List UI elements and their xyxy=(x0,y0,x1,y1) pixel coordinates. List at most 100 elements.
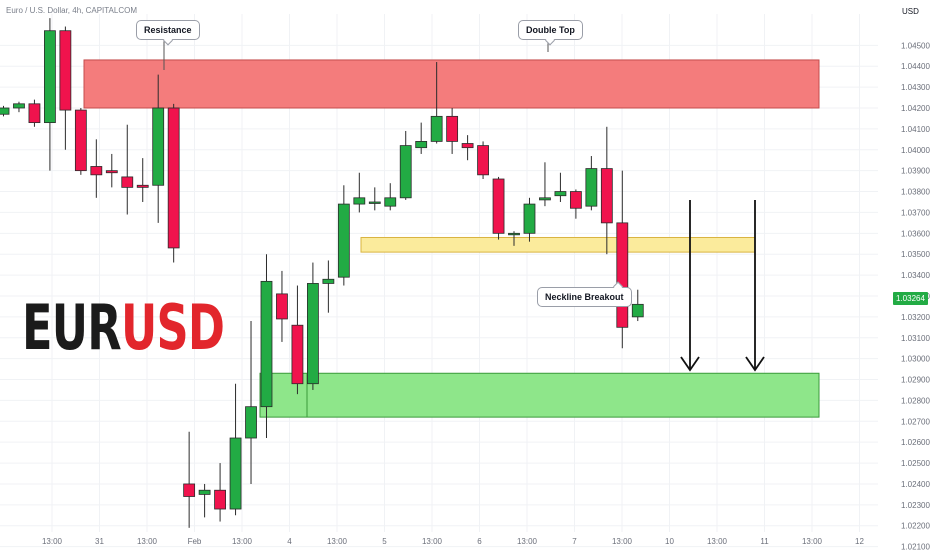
x-tick-label: 12 xyxy=(855,537,864,546)
target-zone xyxy=(259,372,820,418)
candle-up xyxy=(229,437,242,510)
neckline-breakout-callout: Neckline Breakout xyxy=(537,287,632,307)
y-tick-label: 1.04300 xyxy=(901,83,930,92)
candle-down xyxy=(105,170,118,174)
candle-up xyxy=(337,203,350,278)
candle-up xyxy=(260,280,273,408)
x-tick-label: 13:00 xyxy=(42,537,63,546)
candle-up xyxy=(322,278,335,284)
x-tick-label: 6 xyxy=(477,537,482,546)
x-tick-label: 13:00 xyxy=(707,537,728,546)
y-tick-label: 1.04200 xyxy=(901,104,930,113)
candle-up xyxy=(508,232,520,236)
candle-up xyxy=(198,489,211,495)
y-tick-label: 1.03700 xyxy=(901,208,930,217)
candle-up xyxy=(415,141,428,149)
candle-up xyxy=(399,145,412,199)
y-tick-label: 1.02100 xyxy=(901,543,930,550)
y-tick-label: 1.04400 xyxy=(901,62,930,71)
candle-down xyxy=(167,107,180,249)
y-tick-label: 1.02600 xyxy=(901,438,930,447)
candle-up xyxy=(430,115,443,142)
candle-down xyxy=(291,324,304,385)
double-top-callout: Double Top xyxy=(518,20,583,40)
target-arrow-head xyxy=(680,356,700,372)
y-tick-label: 1.03100 xyxy=(901,334,930,343)
candle-up xyxy=(384,197,397,207)
candle-down xyxy=(90,166,103,176)
candle-down xyxy=(600,168,613,224)
y-tick-label: 1.03600 xyxy=(901,229,930,238)
y-tick-label: 1.02900 xyxy=(901,376,930,385)
candle-down xyxy=(492,178,505,234)
candle-down xyxy=(446,115,459,142)
candle-up xyxy=(523,203,536,234)
candle-up xyxy=(152,107,165,186)
candle-up xyxy=(539,197,551,201)
x-tick-label: 11 xyxy=(760,537,769,546)
candle-down xyxy=(616,222,629,328)
y-tick-label: 1.03800 xyxy=(901,188,930,197)
candle-down xyxy=(477,145,489,176)
x-tick-label: 7 xyxy=(572,537,577,546)
x-tick-label: 5 xyxy=(382,537,387,546)
x-tick-label: 13:00 xyxy=(137,537,158,546)
x-tick-label: 13:00 xyxy=(327,537,348,546)
y-tick-label: 1.02400 xyxy=(901,480,930,489)
price-axis-currency: USD xyxy=(902,7,919,16)
y-tick-label: 1.03200 xyxy=(901,313,930,322)
candle-down xyxy=(276,293,288,320)
candle-up xyxy=(585,168,598,207)
y-tick-label: 1.02700 xyxy=(901,417,930,426)
x-tick-label: 13:00 xyxy=(612,537,633,546)
y-tick-label: 1.02800 xyxy=(901,396,930,405)
candle-up xyxy=(245,406,257,439)
last-price-tag: 1.03264 xyxy=(893,292,928,305)
candle-down xyxy=(59,30,72,111)
candle-up xyxy=(306,283,319,385)
y-tick-label: 1.03500 xyxy=(901,250,930,259)
x-tick-label: Feb xyxy=(188,537,202,546)
candle-down xyxy=(74,109,87,172)
x-tick-label: 13:00 xyxy=(802,537,823,546)
logo-quote-currency: USD xyxy=(120,291,225,364)
candle-down xyxy=(121,176,134,188)
candle-down xyxy=(214,489,226,510)
candle-up xyxy=(44,30,56,124)
y-tick-label: 1.02200 xyxy=(901,522,930,531)
y-tick-label: 1.03400 xyxy=(901,271,930,280)
x-tick-label: 31 xyxy=(95,537,104,546)
y-tick-label: 1.02300 xyxy=(901,501,930,510)
y-tick-label: 1.03900 xyxy=(901,167,930,176)
candle-up xyxy=(353,197,366,205)
x-tick-label: 13:00 xyxy=(517,537,538,546)
x-tick-label: 10 xyxy=(665,537,674,546)
symbol-title: Euro / U.S. Dollar, 4h, CAPITALCOM xyxy=(6,6,138,15)
y-tick-label: 1.04000 xyxy=(901,146,930,155)
y-tick-label: 1.04100 xyxy=(901,125,930,134)
candle-up xyxy=(368,201,381,204)
x-tick-label: 13:00 xyxy=(422,537,443,546)
candle-up xyxy=(0,107,10,115)
candle-down xyxy=(136,184,149,188)
candle-down xyxy=(183,483,196,497)
candle-up xyxy=(631,303,644,318)
x-tick-label: 13:00 xyxy=(232,537,253,546)
candle-up xyxy=(13,103,25,109)
logo-base-currency: EUR xyxy=(22,291,122,364)
candle-down xyxy=(569,191,582,209)
y-tick-label: 1.02500 xyxy=(901,459,930,468)
pair-logo: EURUSD xyxy=(22,297,225,359)
y-tick-label: 1.04500 xyxy=(901,41,930,50)
candle-down xyxy=(28,103,41,124)
y-tick-label: 1.03000 xyxy=(901,355,930,364)
x-tick-label: 4 xyxy=(287,537,292,546)
candle-down xyxy=(461,143,474,149)
resistance-zone xyxy=(83,59,820,109)
target-arrow-head xyxy=(745,356,765,372)
candle-up xyxy=(554,191,567,197)
neckline-zone xyxy=(360,236,756,253)
resistance-callout: Resistance xyxy=(136,20,200,40)
